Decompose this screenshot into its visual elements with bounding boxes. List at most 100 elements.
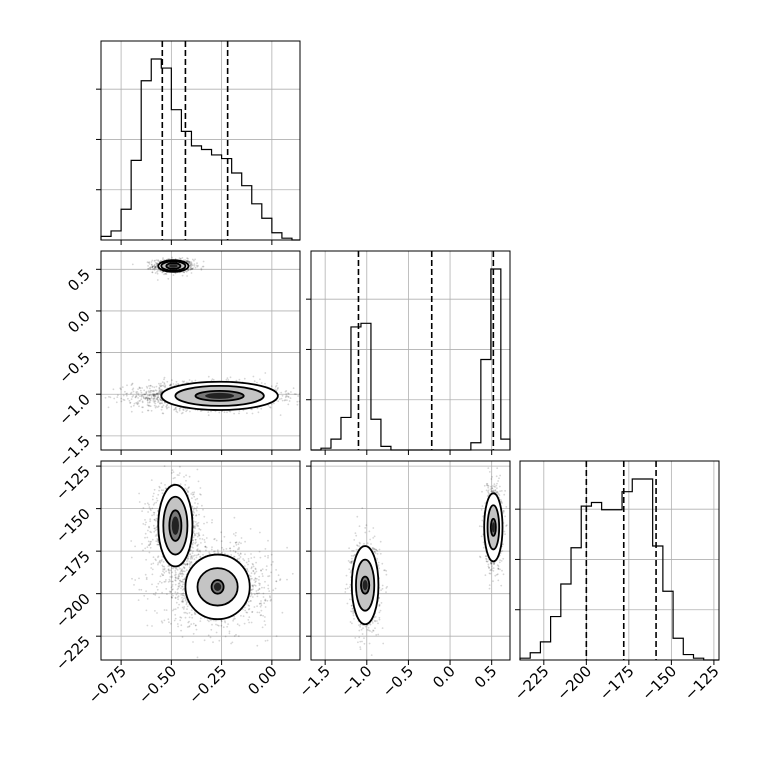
sample-point	[175, 573, 177, 576]
sample-point	[177, 625, 180, 628]
sample-point	[96, 397, 98, 399]
sample-point	[212, 641, 214, 644]
sample-point	[186, 269, 189, 272]
sample-point	[176, 591, 179, 594]
sample-point	[170, 586, 173, 589]
sample-point	[268, 590, 271, 592]
sample-point	[170, 590, 172, 593]
sample-point	[183, 476, 185, 478]
sample-point	[158, 392, 161, 395]
sample-point	[156, 398, 159, 401]
sample-point	[181, 585, 183, 588]
sample-point	[152, 397, 154, 400]
sample-point	[199, 493, 201, 495]
sample-point	[180, 580, 183, 583]
sample-point	[157, 396, 160, 398]
sample-point	[196, 265, 199, 268]
sample-point	[167, 565, 170, 567]
sample-point	[238, 378, 241, 381]
sample-point	[196, 535, 199, 538]
sample-point	[156, 263, 158, 266]
sample-point	[198, 534, 200, 537]
sample-point	[190, 493, 193, 495]
sample-point	[177, 574, 180, 576]
sample-point	[189, 410, 191, 413]
sample-point	[249, 575, 252, 578]
sample-point	[149, 390, 151, 393]
sample-point	[170, 622, 172, 625]
sample-point	[183, 570, 186, 573]
sample-point	[164, 272, 167, 275]
sample-point	[296, 403, 299, 406]
panel-frame	[100, 250, 301, 451]
sample-point	[184, 599, 187, 602]
sample-point	[151, 271, 154, 274]
sample-point	[108, 395, 110, 398]
sample-point	[154, 266, 157, 269]
sample-point	[286, 395, 288, 397]
sample-point	[184, 259, 187, 261]
sample-point	[187, 557, 189, 560]
sample-point	[173, 608, 175, 611]
sample-point	[171, 379, 173, 381]
sample-point	[146, 261, 149, 264]
sample-point	[157, 493, 160, 496]
sample-point	[239, 553, 242, 555]
sample-point	[146, 399, 149, 402]
sample-point	[149, 518, 152, 521]
sample-point	[193, 507, 196, 510]
sample-point	[179, 616, 182, 618]
sample-point	[174, 597, 177, 599]
sample-point	[233, 412, 236, 415]
sample-point	[144, 519, 146, 521]
sample-point	[190, 265, 193, 268]
sample-point	[186, 259, 188, 262]
sample-point	[152, 495, 154, 498]
sample-point	[174, 570, 177, 572]
sample-point	[185, 410, 188, 413]
sample-point	[192, 536, 195, 539]
sample-point	[194, 554, 196, 557]
sample-point	[243, 565, 246, 567]
sample-point	[260, 569, 262, 572]
sample-point	[336, 381, 338, 383]
sample-point	[237, 552, 239, 555]
sample-point	[251, 584, 254, 587]
sample-point	[258, 584, 261, 586]
sample-point	[154, 558, 157, 561]
sample-point	[191, 497, 193, 500]
sample-point	[187, 260, 189, 263]
sample-point	[146, 404, 149, 406]
sample-point	[280, 391, 283, 394]
sample-point	[130, 405, 133, 408]
sample-point	[314, 394, 316, 396]
sample-point	[277, 400, 280, 403]
sample-point	[189, 553, 191, 555]
sample-point	[296, 400, 299, 403]
sample-point	[143, 389, 146, 392]
sample-point	[147, 397, 149, 400]
sample-point	[183, 562, 186, 565]
sample-point	[236, 548, 239, 551]
sample-point	[129, 392, 132, 395]
sample-point	[161, 555, 164, 558]
sample-point	[137, 394, 140, 396]
sample-point	[161, 402, 164, 405]
sample-point	[152, 394, 155, 396]
sample-point	[119, 387, 122, 390]
sample-point	[107, 406, 110, 409]
sample-point	[188, 261, 191, 263]
sample-point	[251, 412, 254, 415]
sample-point	[193, 495, 196, 498]
sample-point	[272, 561, 274, 563]
sample-point	[180, 257, 182, 260]
sample-point	[151, 265, 154, 268]
sample-point	[181, 411, 184, 414]
sample-point	[255, 561, 257, 564]
sample-point	[180, 600, 183, 603]
sample-point	[174, 272, 177, 275]
sample-point	[250, 557, 253, 559]
sample-point	[156, 393, 159, 395]
sample-point	[147, 540, 150, 543]
sample-point	[149, 520, 152, 523]
